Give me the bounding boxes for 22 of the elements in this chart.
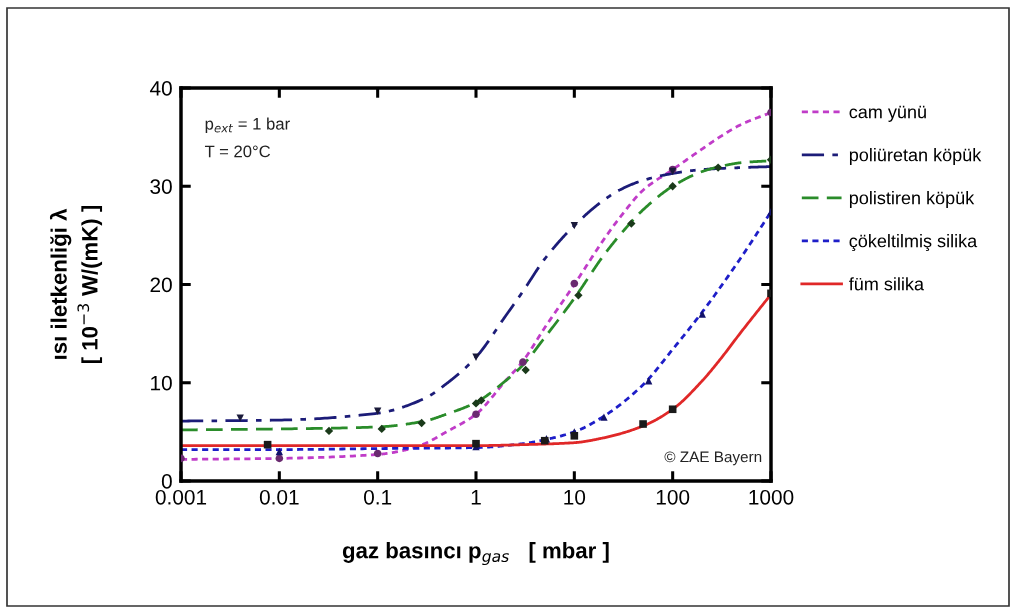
x-tick-label: 0.001 [155,489,207,505]
x-tick-label: 100 [656,489,690,505]
y-tick-label: 30 [150,179,172,194]
y-axis-title: ısı iletkenliği λ [ 10$^{−3}$ W/(mK) ] [49,205,103,364]
legend-label: polistiren köpük [849,191,975,208]
text: gaz basıncı p$_{gas}$ [ mbar ] [342,542,609,566]
annotation: T = 20°C [204,145,271,158]
legend-label: füm silika [849,277,925,291]
y-tick-label: 20 [150,277,172,293]
legend-label: çökeltilmiş silika [849,234,978,251]
y-tick-label: 40 [149,81,172,96]
annotation: p$_{ext}$ = 1 bar [205,117,290,134]
x-tick-label: 0.01 [259,489,299,505]
y-tick-label: 0 [161,474,172,489]
annotation: © ZAE Bayern [664,451,762,466]
x-tick-label: 0.1 [364,489,392,505]
legend-label: poliüretan köpük [849,148,982,165]
y-tick-label: 10 [151,375,172,391]
x-tick-label: 1000 [749,489,794,505]
x-tick-label: 1 [471,490,481,505]
legend-label: cam yünü [849,105,926,122]
x-tick-label: 10 [564,489,586,505]
